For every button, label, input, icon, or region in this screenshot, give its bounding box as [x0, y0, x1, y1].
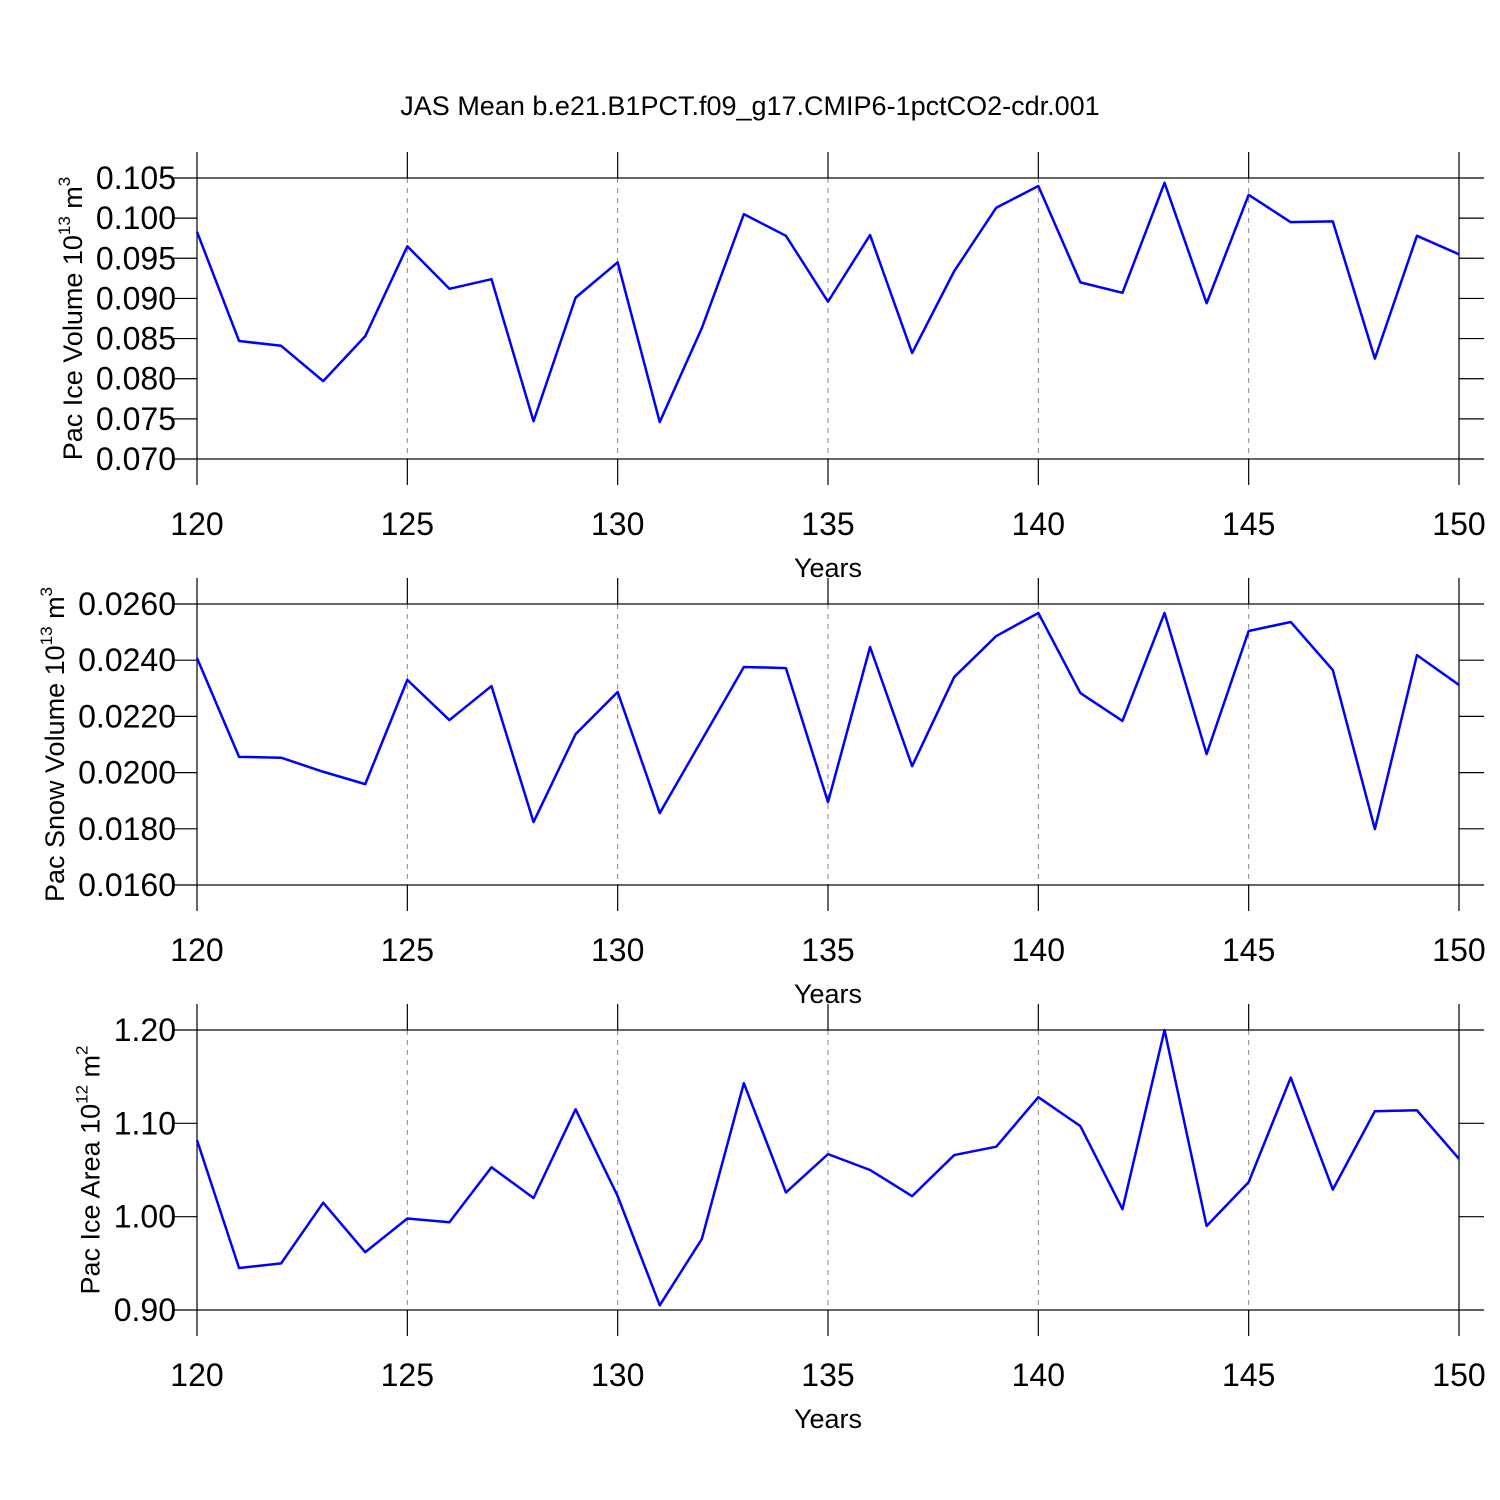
- x-tick-label: 120: [170, 506, 223, 542]
- y-tick-label: 0.0260: [78, 586, 176, 622]
- x-tick-label: 120: [170, 932, 223, 968]
- x-tick-label: 145: [1222, 506, 1275, 542]
- x-tick-label: 150: [1432, 932, 1485, 968]
- x-tick-label: 140: [1012, 506, 1065, 542]
- data-line: [195, 611, 1460, 831]
- y-tick-label: 1.00: [114, 1199, 176, 1235]
- y-tick-label: 0.075: [96, 401, 176, 437]
- y-tick-label: 0.105: [96, 160, 176, 196]
- y-tick-label: 0.0220: [78, 698, 176, 734]
- y-label-exponent: 13: [37, 626, 56, 645]
- x-tick-label: 130: [591, 932, 644, 968]
- x-tick-label: 125: [381, 1357, 434, 1393]
- x-tick-label: 150: [1432, 1357, 1485, 1393]
- y-label-unit: m: [58, 186, 88, 216]
- x-tick-label: 140: [1012, 1357, 1065, 1393]
- x-tick-label: 145: [1222, 932, 1275, 968]
- plot-frame: [196, 177, 1460, 460]
- y-tick-label: 0.100: [96, 200, 176, 236]
- x-tick-label: 130: [591, 1357, 644, 1393]
- x-tick-label: 125: [381, 506, 434, 542]
- y-label-text: Pac Ice Area 10: [76, 1104, 106, 1295]
- y-label-exponent: 12: [73, 1085, 92, 1104]
- x-tick-label: 145: [1222, 1357, 1275, 1393]
- y-tick-label: 0.0180: [78, 811, 176, 847]
- y-tick-label: 1.10: [114, 1105, 176, 1141]
- x-tick-label: 125: [381, 932, 434, 968]
- y-label-text: Pac Ice Volume 10: [58, 235, 88, 460]
- y-label-unit: m: [40, 596, 70, 626]
- chart-title: JAS Mean b.e21.B1PCT.f09_g17.CMIP6-1pctC…: [400, 91, 1099, 121]
- x-tick-label: 130: [591, 506, 644, 542]
- plot-frame: [196, 603, 1460, 886]
- y-label-unit-exponent: 3: [55, 177, 74, 186]
- x-axis-label: Years: [794, 1404, 862, 1434]
- data-line: [195, 1028, 1460, 1307]
- y-tick-label: 0.0160: [78, 867, 176, 903]
- y-label-unit-exponent: 2: [73, 1045, 92, 1054]
- y-tick-label: 0.090: [96, 280, 176, 316]
- y-axis-label: Pac Ice Area 1012 m2: [73, 1045, 106, 1294]
- y-tick-label: 0.070: [96, 441, 176, 477]
- y-label-unit-exponent: 3: [37, 587, 56, 596]
- x-tick-label: 135: [801, 506, 854, 542]
- y-tick-label: 0.085: [96, 321, 176, 357]
- y-tick-label: 0.90: [114, 1292, 176, 1328]
- x-tick-label: 120: [170, 1357, 223, 1393]
- y-label-exponent: 13: [55, 216, 74, 235]
- x-tick-label: 135: [801, 932, 854, 968]
- y-label-unit: m: [76, 1055, 106, 1085]
- y-tick-label: 0.0200: [78, 755, 176, 791]
- y-tick-label: 0.080: [96, 361, 176, 397]
- y-axis-label: Pac Snow Volume 1013 m3: [37, 587, 70, 902]
- data-line: [195, 181, 1460, 424]
- plot-frame: [196, 1029, 1460, 1311]
- x-tick-label: 135: [801, 1357, 854, 1393]
- y-tick-label: 0.0240: [78, 642, 176, 678]
- x-tick-label: 140: [1012, 932, 1065, 968]
- y-tick-label: 0.095: [96, 240, 176, 276]
- x-tick-label: 150: [1432, 506, 1485, 542]
- y-axis-label: Pac Ice Volume 1013 m3: [55, 177, 88, 461]
- y-label-text: Pac Snow Volume 10: [40, 645, 70, 902]
- y-tick-label: 1.20: [114, 1012, 176, 1048]
